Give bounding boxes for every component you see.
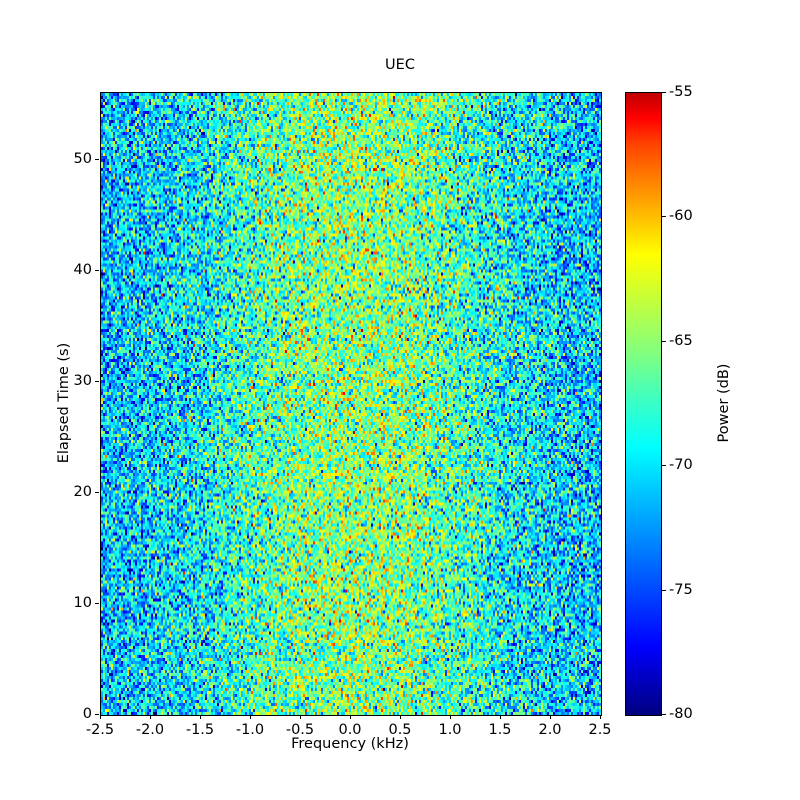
y-tick-mark (95, 714, 99, 715)
colorbar-tick-label: -75 (669, 581, 693, 598)
y-tick-label: 40 (73, 261, 92, 278)
x-tick-mark (250, 715, 251, 719)
x-tick-mark (100, 715, 101, 719)
y-tick-mark (95, 158, 99, 160)
x-tick-mark (500, 715, 501, 719)
colorbar-tick-mark (662, 465, 666, 467)
x-tick-mark (400, 715, 401, 719)
x-tick-label: -2.5 (85, 722, 115, 738)
colorbar-gradient (626, 93, 661, 715)
spectrogram-waterfall-image (101, 93, 601, 715)
colorbar-label-text: Power (dB) (716, 363, 732, 443)
x-tick-mark (450, 715, 451, 719)
y-tick-label: 50 (73, 150, 92, 167)
y-tick-mark (95, 269, 99, 271)
y-tick-label: 30 (73, 372, 92, 389)
x-tick-label: 2.0 (538, 722, 562, 738)
x-tick-label: -0.5 (285, 722, 315, 738)
x-tick-label: -1.0 (235, 722, 265, 738)
colorbar-tick-label: -55 (669, 84, 693, 100)
colorbar-label: Power (dB) (716, 324, 732, 443)
colorbar-tick-mark (662, 92, 666, 93)
colorbar-tick-mark (662, 589, 666, 591)
x-tick-label: -2.0 (135, 722, 165, 738)
x-tick-label: 1.0 (438, 722, 462, 738)
colorbar-tick-mark (662, 340, 666, 342)
colorbar-tick-label: -65 (669, 332, 693, 349)
y-tick-mark (95, 380, 99, 382)
colorbar (625, 92, 662, 716)
y-tick-mark (95, 491, 99, 493)
colorbar-tick-label: -60 (669, 208, 693, 225)
x-tick-mark (150, 715, 151, 719)
x-tick-label: 2.5 (588, 722, 612, 738)
x-axis-label: Frequency (kHz) (291, 736, 409, 752)
y-tick-mark (95, 602, 99, 604)
colorbar-tick-label: -80 (669, 706, 693, 722)
x-tick-mark (600, 715, 601, 719)
x-tick-label: 0.0 (338, 722, 362, 738)
x-tick-mark (300, 715, 301, 719)
x-tick-label: 1.5 (488, 722, 512, 738)
y-tick-label: 0 (82, 706, 92, 722)
y-tick-label: 10 (73, 594, 92, 611)
y-axis-label-text: Elapsed Time (s) (56, 342, 72, 464)
x-tick-mark (550, 715, 551, 719)
y-axis-label: Elapsed Time (s) (56, 282, 72, 464)
x-tick-label: -1.5 (185, 722, 215, 738)
spectrogram-plot-area (100, 92, 602, 716)
title-line-station: UEC (385, 57, 415, 74)
x-tick-mark (350, 715, 351, 719)
colorbar-tick-label: -70 (669, 457, 693, 474)
colorbar-tick-mark (662, 714, 666, 715)
y-tick-label: 20 (73, 483, 92, 500)
colorbar-tick-mark (662, 216, 666, 218)
x-tick-mark (200, 715, 201, 719)
x-tick-label: 0.5 (388, 722, 412, 738)
